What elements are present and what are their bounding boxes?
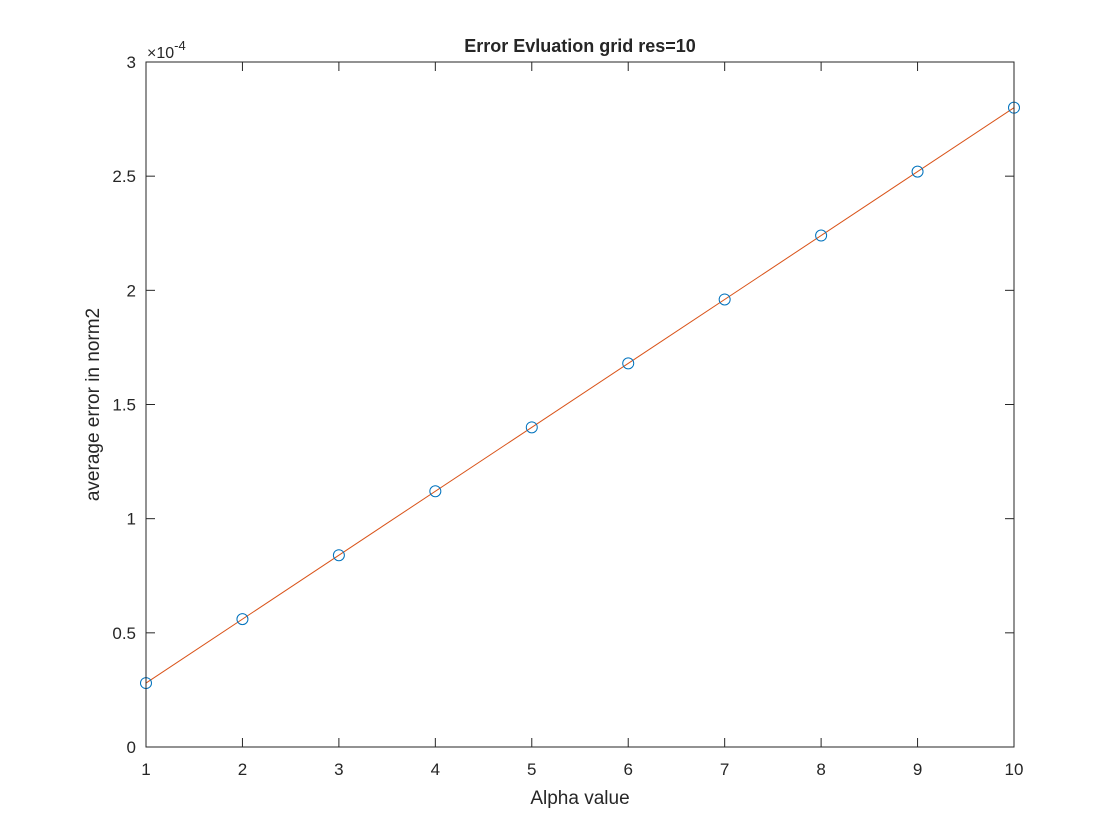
x-tick-label: 2 <box>238 760 247 779</box>
y-axis-exponent-base: ×10 <box>147 45 174 62</box>
x-axis-label: Alpha value <box>530 788 629 809</box>
x-tick-label: 4 <box>431 760 440 779</box>
chart-title: Error Evluation grid res=10 <box>464 36 696 56</box>
x-tick-label: 7 <box>720 760 729 779</box>
x-tick-label: 3 <box>334 760 343 779</box>
y-tick-label: 0 <box>127 738 136 757</box>
data-point <box>718 293 731 306</box>
data-point <box>911 165 924 178</box>
x-tick-label: 8 <box>816 760 825 779</box>
y-axis-exponent-power: -4 <box>174 38 186 53</box>
y-tick-label: 2 <box>127 281 136 300</box>
x-tick-label: 6 <box>623 760 632 779</box>
axes-box <box>145 61 1015 748</box>
x-tick-label: 9 <box>913 760 922 779</box>
data-point <box>332 549 345 562</box>
y-axis-label: average error in norm2 <box>83 308 104 501</box>
x-tick-label: 5 <box>527 760 536 779</box>
y-tick-label: 1.5 <box>112 396 136 415</box>
y-tick-label: 0.5 <box>112 624 136 643</box>
fit-line <box>145 107 1015 684</box>
data-point <box>236 613 249 626</box>
y-tick-label: 1 <box>127 510 136 529</box>
y-tick-label: 2.5 <box>112 167 136 186</box>
y-tick-label: 3 <box>127 53 136 72</box>
data-point <box>622 357 635 370</box>
x-tick-label: 10 <box>1005 760 1024 779</box>
y-axis-exponent: ×10-4 <box>147 38 186 62</box>
x-tick-label: 1 <box>141 760 150 779</box>
data-point <box>429 485 442 498</box>
data-point <box>525 421 538 434</box>
data-point <box>815 229 828 242</box>
